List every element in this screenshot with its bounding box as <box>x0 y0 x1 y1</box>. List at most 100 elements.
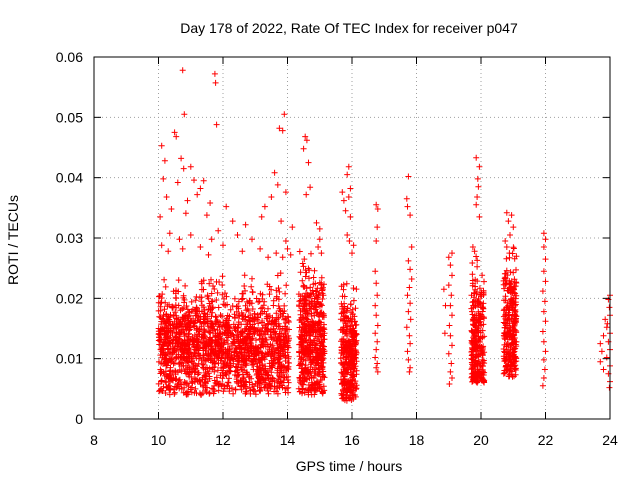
data-point <box>276 372 282 379</box>
data-point <box>407 300 414 307</box>
data-point <box>407 340 414 347</box>
data-point <box>176 236 183 243</box>
x-tick-label: 16 <box>344 432 360 448</box>
data-point <box>240 374 247 381</box>
data-point <box>242 287 248 294</box>
data-point <box>339 329 346 336</box>
data-point <box>300 283 307 290</box>
data-point <box>200 304 207 311</box>
data-point <box>472 326 479 333</box>
data-point <box>216 323 223 330</box>
data-point <box>448 360 455 367</box>
data-point <box>184 380 191 387</box>
data-point <box>204 384 211 391</box>
data-point <box>201 333 208 340</box>
data-point <box>540 268 547 275</box>
data-point <box>298 380 305 387</box>
data-point <box>265 390 272 397</box>
data-point <box>304 318 311 325</box>
data-point <box>343 382 350 389</box>
data-point <box>183 391 190 398</box>
data-point <box>208 276 214 283</box>
data-point <box>208 337 215 344</box>
data-point <box>508 336 515 343</box>
data-point <box>474 362 481 369</box>
data-point <box>319 290 326 297</box>
data-point <box>606 304 613 311</box>
data-point <box>539 328 546 335</box>
data-point <box>445 282 452 289</box>
data-point <box>273 310 280 317</box>
data-point <box>224 312 231 319</box>
data-point <box>182 210 189 217</box>
data-point <box>407 266 414 273</box>
data-point <box>231 295 238 302</box>
data-point <box>265 305 271 312</box>
data-point <box>513 358 520 365</box>
data-point <box>308 348 315 355</box>
data-point <box>473 253 480 260</box>
data-point <box>181 330 188 337</box>
data-point <box>502 349 509 356</box>
data-point <box>246 352 253 359</box>
data-point <box>271 169 278 176</box>
data-point <box>307 337 314 344</box>
data-point <box>205 323 212 330</box>
data-point <box>319 355 326 362</box>
data-point <box>297 269 304 276</box>
data-point <box>275 352 282 359</box>
data-point <box>351 333 358 340</box>
data-point <box>283 369 289 375</box>
data-point <box>319 389 326 396</box>
data-point <box>270 357 277 364</box>
data-point <box>202 319 209 326</box>
data-point <box>505 288 512 294</box>
data-point <box>305 159 312 166</box>
data-point <box>297 311 304 318</box>
data-point <box>268 194 275 200</box>
data-point <box>190 353 196 360</box>
data-point <box>340 373 347 380</box>
data-point <box>182 282 189 289</box>
data-point <box>510 269 517 276</box>
data-point <box>469 365 476 372</box>
data-point <box>160 383 167 390</box>
data-point <box>245 307 252 314</box>
data-point <box>286 326 292 333</box>
data-point <box>441 330 448 337</box>
data-point <box>249 324 256 331</box>
data-point <box>199 390 206 397</box>
data-point <box>178 368 185 375</box>
data-point <box>191 379 198 385</box>
data-point <box>285 332 292 339</box>
data-point <box>312 387 319 394</box>
data-point <box>373 346 380 353</box>
data-point <box>257 245 264 252</box>
data-point <box>157 338 164 345</box>
data-point <box>506 328 513 334</box>
data-point <box>181 379 188 385</box>
data-point <box>278 382 285 389</box>
data-point <box>246 374 253 381</box>
data-point <box>598 348 605 355</box>
data-point <box>474 257 481 264</box>
data-point <box>479 369 486 376</box>
data-point <box>307 184 314 191</box>
data-point <box>186 368 193 375</box>
data-point <box>264 349 271 356</box>
data-point <box>183 326 190 333</box>
data-point <box>303 346 310 353</box>
data-point <box>259 319 265 326</box>
data-point <box>318 250 325 257</box>
data-point <box>374 338 381 345</box>
data-point <box>318 363 325 370</box>
data-point <box>505 218 512 225</box>
data-point <box>469 282 476 289</box>
data-point <box>281 364 288 371</box>
data-point <box>321 343 327 350</box>
data-point <box>172 367 179 374</box>
data-point <box>289 224 296 231</box>
data-point <box>474 194 481 200</box>
data-point <box>214 327 221 333</box>
data-point <box>510 332 516 339</box>
